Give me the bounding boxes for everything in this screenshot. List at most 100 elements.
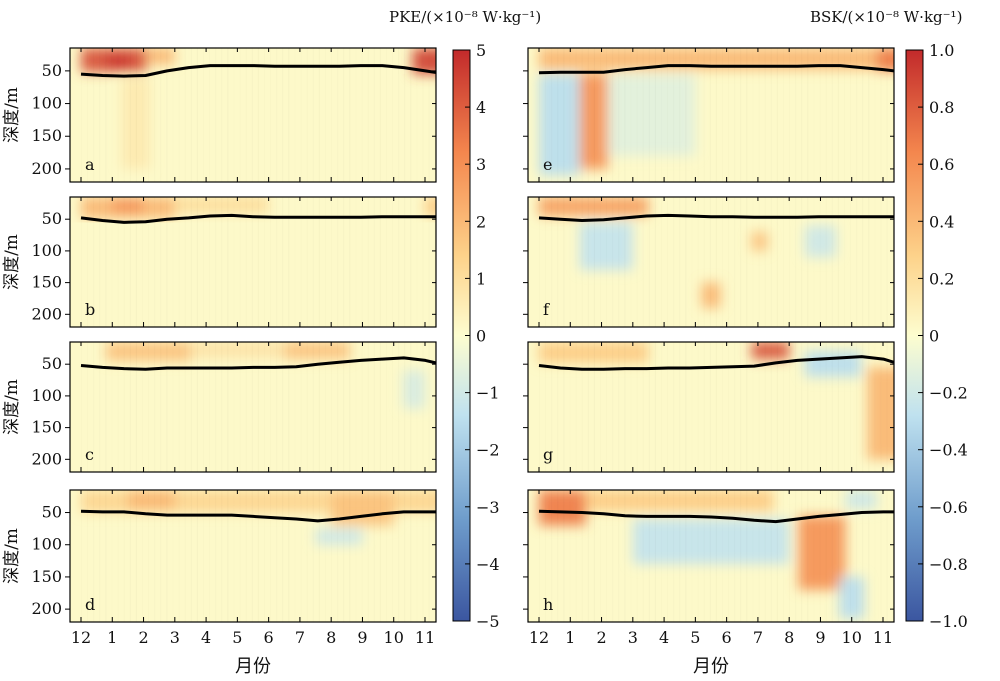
streak — [111, 342, 112, 472]
streak — [422, 48, 423, 182]
streak — [105, 197, 106, 327]
streak — [246, 490, 247, 622]
streak — [313, 490, 314, 622]
heatmap-cell — [607, 74, 696, 156]
heatmap-blobs — [539, 48, 894, 176]
colorbar-tick-label: 0.2 — [929, 269, 954, 288]
streak — [362, 490, 363, 622]
streak — [270, 342, 271, 472]
streak — [612, 48, 613, 182]
streak — [618, 342, 619, 472]
colorbar-tick-label: −0.6 — [929, 498, 968, 517]
streak — [118, 197, 119, 327]
streak — [276, 48, 277, 182]
heatmap-cell — [798, 515, 846, 590]
streak — [557, 197, 558, 327]
streak — [826, 490, 827, 622]
streak — [404, 490, 405, 622]
streak — [240, 342, 241, 472]
streak — [313, 342, 314, 472]
panel-label: e — [543, 155, 552, 174]
mixed-layer-line — [80, 509, 436, 523]
streak — [740, 48, 741, 182]
streak — [850, 48, 851, 182]
streak — [569, 342, 570, 472]
heatmap-cell — [804, 351, 862, 377]
streak — [899, 197, 900, 327]
x-axis-label: 月份 — [235, 656, 271, 677]
streak — [820, 342, 821, 472]
streak — [643, 342, 644, 472]
streak — [331, 490, 332, 622]
streak — [801, 490, 802, 622]
y-tick-label: 150 — [31, 273, 62, 292]
streak — [288, 490, 289, 622]
streak — [130, 342, 131, 472]
colorbar-tick-label: −0.8 — [929, 555, 968, 574]
x-tick-label: 6 — [722, 628, 732, 647]
streak — [301, 490, 302, 622]
heatmap-blobs — [106, 342, 425, 409]
streak — [264, 342, 265, 472]
streak — [655, 490, 656, 622]
y-axis-label: 深度/m — [2, 87, 22, 143]
streak — [179, 197, 180, 327]
streak — [661, 490, 662, 622]
heatmap-cell — [127, 490, 175, 510]
streak — [807, 342, 808, 472]
streak — [850, 490, 851, 622]
y-tick-label: 100 — [31, 241, 62, 260]
heatmap-cell — [751, 231, 768, 251]
x-tick-label: 9 — [815, 628, 825, 647]
streak — [368, 342, 369, 472]
streak — [252, 490, 253, 622]
streak — [325, 342, 326, 472]
streak — [722, 490, 723, 622]
streak — [142, 490, 143, 622]
streak — [197, 490, 198, 622]
streak — [197, 342, 198, 472]
streak — [704, 490, 705, 622]
streak — [325, 48, 326, 182]
streak — [600, 48, 601, 182]
heatmap-field — [106, 342, 425, 472]
streak — [166, 490, 167, 622]
streak — [124, 48, 125, 182]
streak — [844, 342, 845, 472]
streak — [258, 48, 259, 182]
streak — [856, 342, 857, 472]
y-tick-label: 150 — [31, 567, 62, 586]
heatmap-cell — [190, 342, 285, 358]
streak — [576, 342, 577, 472]
y-axis-label: 深度/m — [2, 234, 22, 290]
x-tick-label: 11 — [873, 628, 893, 647]
y-tick-label: 50 — [42, 354, 62, 373]
x-axis-label: 月份 — [693, 656, 729, 677]
streak — [203, 48, 204, 182]
streak — [740, 342, 741, 472]
streak — [716, 342, 717, 472]
streak — [765, 490, 766, 622]
streak — [880, 490, 881, 622]
streak — [612, 197, 613, 327]
streak — [789, 48, 790, 182]
heatmap-cell — [579, 74, 608, 169]
streak — [282, 490, 283, 622]
streak — [209, 342, 210, 472]
panel-background — [70, 342, 436, 472]
y-tick-label: 100 — [31, 535, 62, 554]
streak — [105, 490, 106, 622]
heatmap-cell — [845, 490, 877, 510]
streak — [569, 490, 570, 622]
streak — [118, 342, 119, 472]
streak — [374, 48, 375, 182]
streak — [807, 48, 808, 182]
streak — [148, 490, 149, 622]
streak — [294, 48, 295, 182]
streak — [185, 342, 186, 472]
streak — [203, 342, 204, 472]
streak — [136, 490, 137, 622]
streak — [227, 342, 228, 472]
streak — [752, 342, 753, 472]
streak — [569, 197, 570, 327]
